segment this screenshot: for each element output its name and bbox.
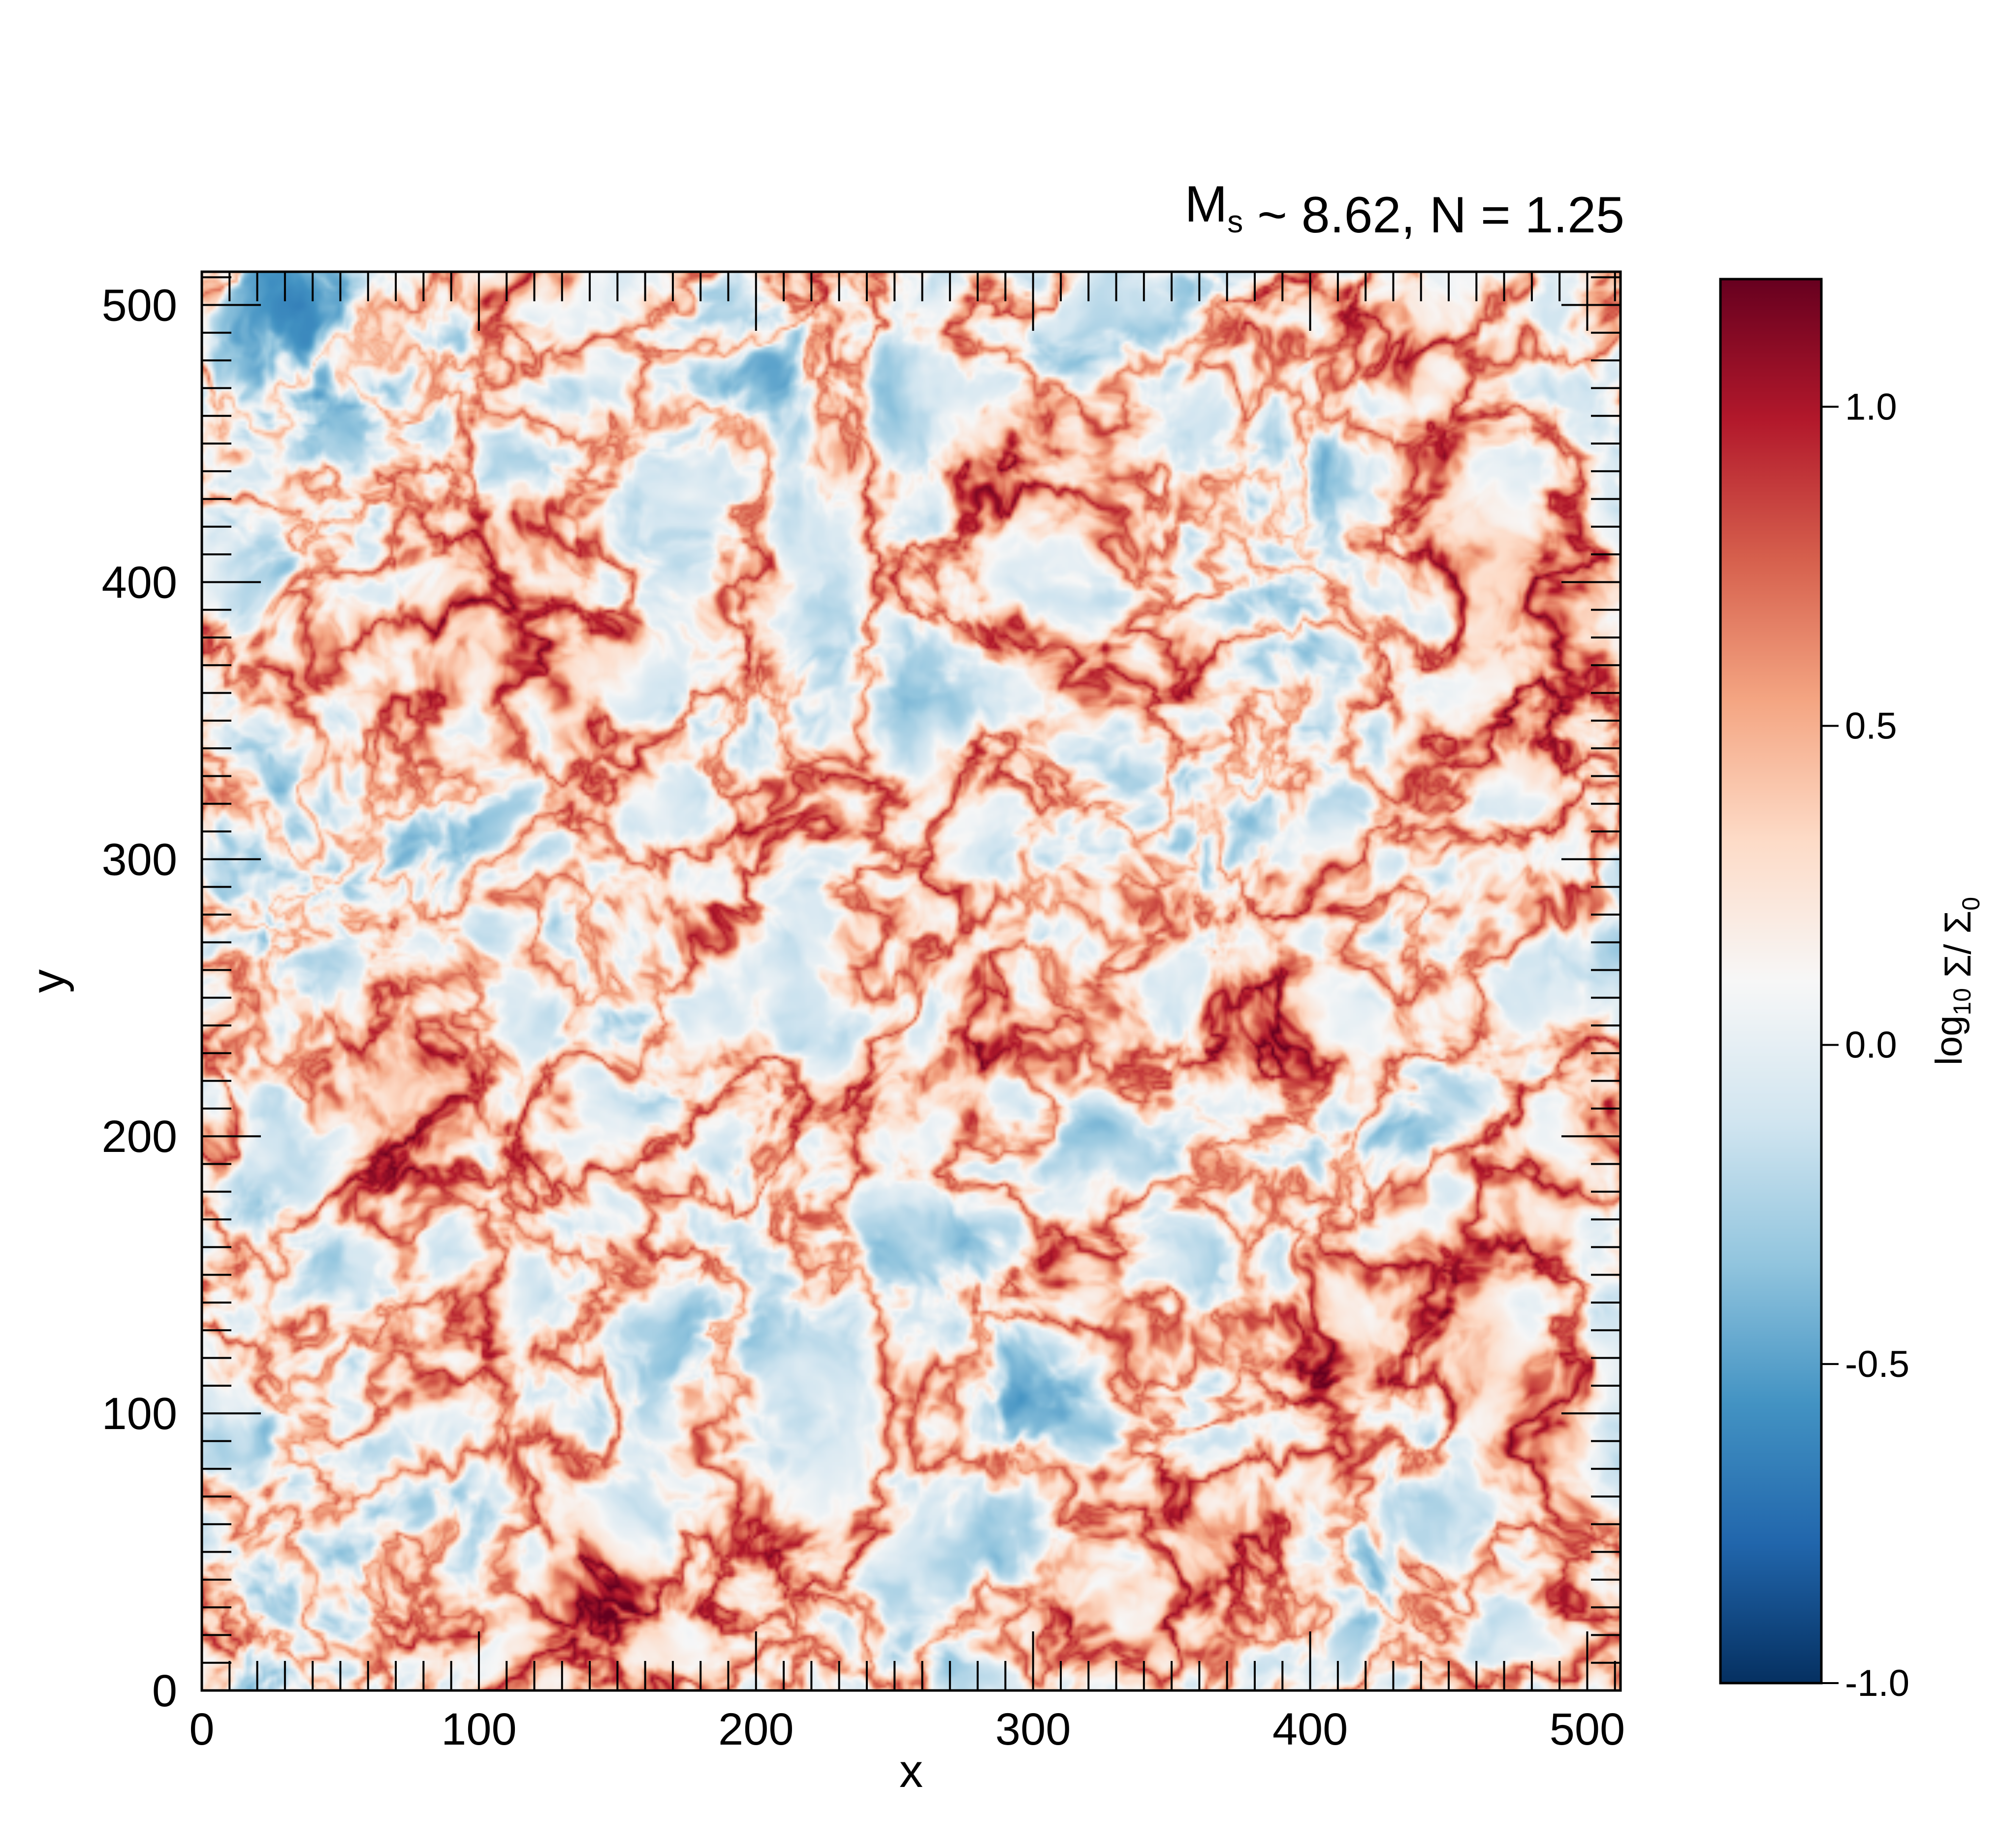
- x-tick-label: 200: [718, 1704, 794, 1754]
- colorbar-label-subscript: 0: [1957, 897, 1985, 911]
- title-part: M: [1185, 176, 1228, 233]
- chart-title: Ms ~ 8.62, N = 1.25: [1185, 176, 1624, 244]
- colorbar-ticks: [1821, 406, 1839, 1684]
- y-tick-label: 400: [102, 557, 178, 607]
- colorbar-tick-label: -1.0: [1845, 1662, 1909, 1704]
- x-tick-label: 300: [995, 1704, 1071, 1754]
- colorbar-tick-label: -0.5: [1845, 1343, 1909, 1385]
- x-axis-label: x: [899, 1745, 923, 1797]
- colorbar-tick-label: 1.0: [1845, 386, 1897, 428]
- heatmap: [202, 272, 1621, 1690]
- colorbar-label: log10 Σ/ Σ0: [1928, 897, 1985, 1065]
- y-tick-label: 0: [152, 1666, 177, 1716]
- y-tick-label: 300: [102, 834, 178, 885]
- plot-frame: [200, 270, 1622, 1692]
- colorbar: -1.0 -0.5 0.0 0.5 1.0 log10 Σ/ Σ0: [1719, 278, 1985, 1704]
- x-tick-label: 500: [1550, 1704, 1625, 1754]
- y-tick-label: 500: [102, 281, 178, 331]
- x-tick-label: 100: [441, 1704, 517, 1754]
- heatmap-image: [202, 272, 1621, 1690]
- x-tick-label: 400: [1272, 1704, 1348, 1754]
- title-subscript: s: [1227, 204, 1243, 239]
- y-tick-labels: 0 100 200 300 400 500: [102, 281, 178, 1716]
- colorbar-label-subscript: 10: [1948, 988, 1976, 1016]
- colorbar-tick-label: 0.0: [1845, 1024, 1897, 1066]
- y-tick-label: 200: [102, 1112, 178, 1162]
- colorbar-gradient: [1719, 278, 1823, 1685]
- colorbar-tick-label: 0.5: [1845, 705, 1897, 747]
- colorbar-label-part: Σ/ Σ: [1937, 911, 1979, 988]
- x-tick-label: 0: [189, 1704, 214, 1754]
- axis-ticks: [201, 272, 1621, 1691]
- title-part: ~ 8.62, N = 1.25: [1243, 187, 1624, 244]
- x-tick-labels: 0 100 200 300 400 500: [189, 1704, 1625, 1754]
- y-axis-label: y: [22, 969, 74, 993]
- colorbar-label-part: log: [1928, 1016, 1970, 1065]
- colorbar-tick-labels: -1.0 -0.5 0.0 0.5 1.0: [1845, 386, 1909, 1704]
- y-tick-label: 100: [102, 1389, 178, 1439]
